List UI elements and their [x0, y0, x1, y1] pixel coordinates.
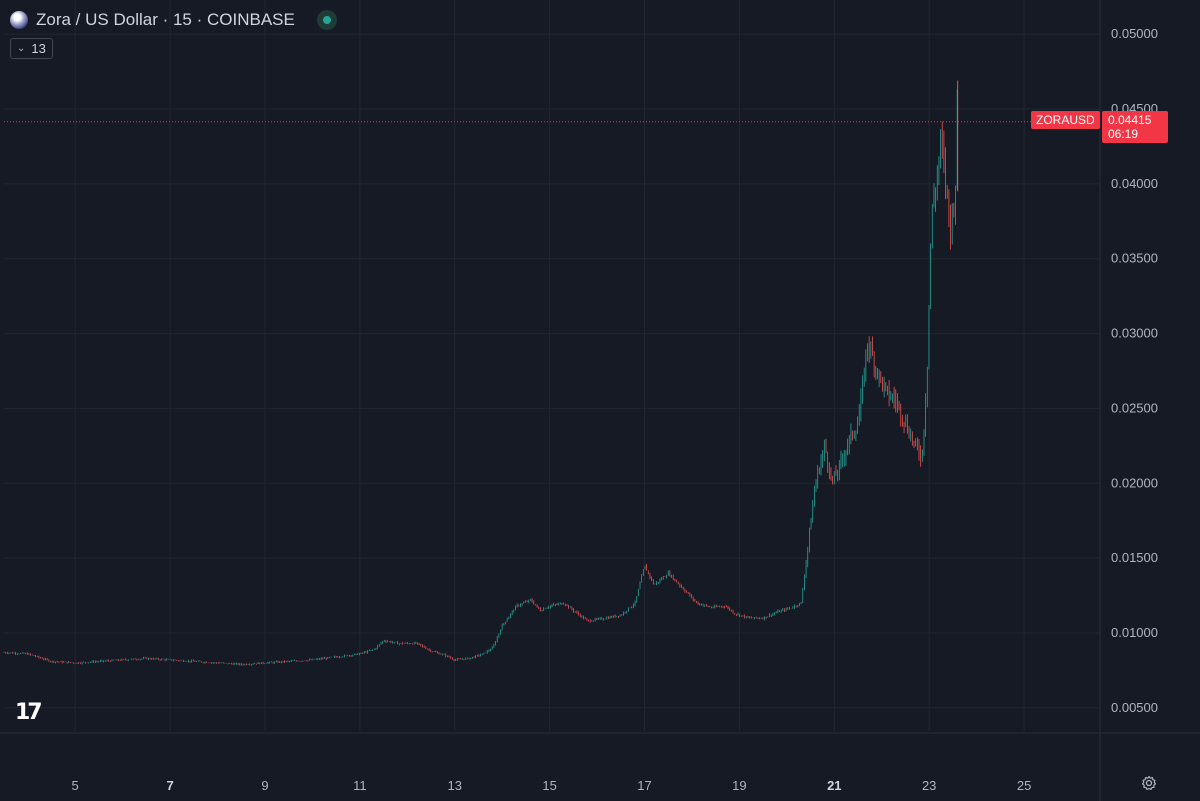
time-tick-label: 21: [827, 778, 841, 793]
price-tick-label: 0.00500: [1111, 700, 1158, 715]
current-price-value: 0.04415: [1108, 113, 1152, 127]
time-tick-label: 19: [732, 778, 746, 793]
market-open-dot-icon: [322, 16, 331, 24]
time-tick-label: 15: [542, 778, 556, 793]
market-status[interactable]: [316, 10, 337, 30]
time-tick-label: 5: [72, 778, 79, 793]
zora-orb-icon: [10, 11, 28, 29]
time-tick-label: 17: [637, 778, 651, 793]
current-price-label: 0.04415 06:19: [1102, 111, 1168, 143]
bar-countdown: 06:19: [1108, 127, 1139, 141]
price-tick-label: 0.02000: [1111, 475, 1158, 490]
price-tick-label: 0.03500: [1111, 251, 1158, 266]
price-axis[interactable]: 0.050000.045000.040000.035000.030000.025…: [1111, 26, 1158, 715]
price-tick-label: 0.02500: [1111, 400, 1158, 415]
indicator-count: 13: [31, 41, 46, 56]
time-tick-label: 7: [166, 778, 173, 793]
gear-icon[interactable]: [1141, 775, 1157, 791]
time-tick-label: 23: [922, 778, 936, 793]
time-tick-label: 11: [353, 778, 367, 793]
symbol-title[interactable]: Zora / US Dollar · 15 · COINBASE: [36, 10, 295, 29]
time-tick-label: 13: [448, 778, 462, 793]
tradingview-logo[interactable]: 17: [15, 700, 43, 725]
symbol-price-label: ZORAUSD: [1031, 111, 1100, 129]
chart-header[interactable]: Zora / US Dollar · 15 · COINBASE: [10, 10, 337, 30]
time-tick-label: 9: [261, 778, 268, 793]
indicators-toggle[interactable]: ⌄ 13: [10, 38, 53, 59]
chevron-down-icon: ⌄: [17, 43, 26, 54]
candles: [3, 80, 959, 666]
price-tick-label: 0.05000: [1111, 26, 1158, 41]
price-tick-label: 0.03000: [1111, 326, 1158, 341]
price-tick-label: 0.01000: [1111, 625, 1158, 640]
price-tick-label: 0.04000: [1111, 176, 1158, 191]
price-tick-label: 0.01500: [1111, 550, 1158, 565]
time-axis[interactable]: 5 7 9 11 13 15 17 19 21 23 25: [72, 778, 1032, 793]
time-tick-label: 25: [1017, 778, 1031, 793]
